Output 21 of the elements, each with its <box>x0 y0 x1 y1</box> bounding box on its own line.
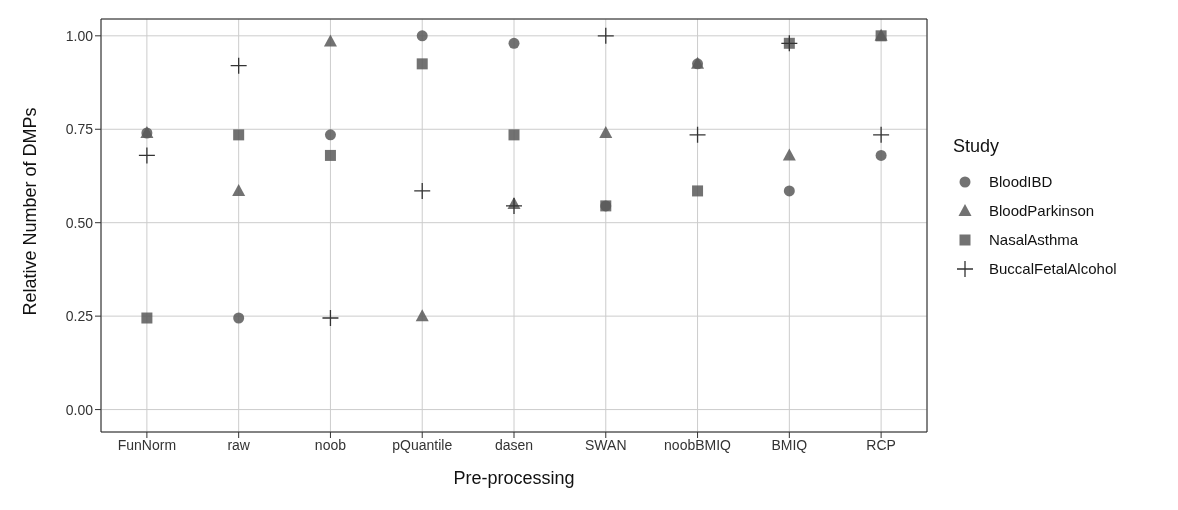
y-tick-label: 1.00 <box>65 27 94 44</box>
x-tick-label: noobBMIQ <box>664 436 732 453</box>
y-tick-label: 0.00 <box>65 401 94 418</box>
x-tick-label: SWAN <box>585 436 627 453</box>
legend-label: BloodParkinson <box>989 202 1095 219</box>
x-tick-label: FunNorm <box>117 436 177 453</box>
y-tick-label: 0.25 <box>65 308 94 325</box>
x-tick-label: raw <box>227 436 251 453</box>
legend-label: BloodIBD <box>989 173 1053 190</box>
x-tick-label: RCP <box>866 436 896 453</box>
y-axis-title: Relative Number of DMPs <box>20 107 41 316</box>
legend-title: Study <box>953 136 1001 157</box>
x-tick-label: pQuantile <box>392 436 453 453</box>
x-tick-label: noob <box>314 436 347 453</box>
legend-label: BuccalFetalAlcohol <box>989 260 1117 277</box>
y-tick-label: 0.50 <box>65 214 94 231</box>
legend-label: NasalAsthma <box>989 231 1079 248</box>
x-tick-label: dasen <box>494 436 534 453</box>
x-axis-title: Pre-processing <box>453 468 575 488</box>
y-tick-label: 0.75 <box>65 121 94 138</box>
x-tick-label: BMIQ <box>771 436 808 453</box>
